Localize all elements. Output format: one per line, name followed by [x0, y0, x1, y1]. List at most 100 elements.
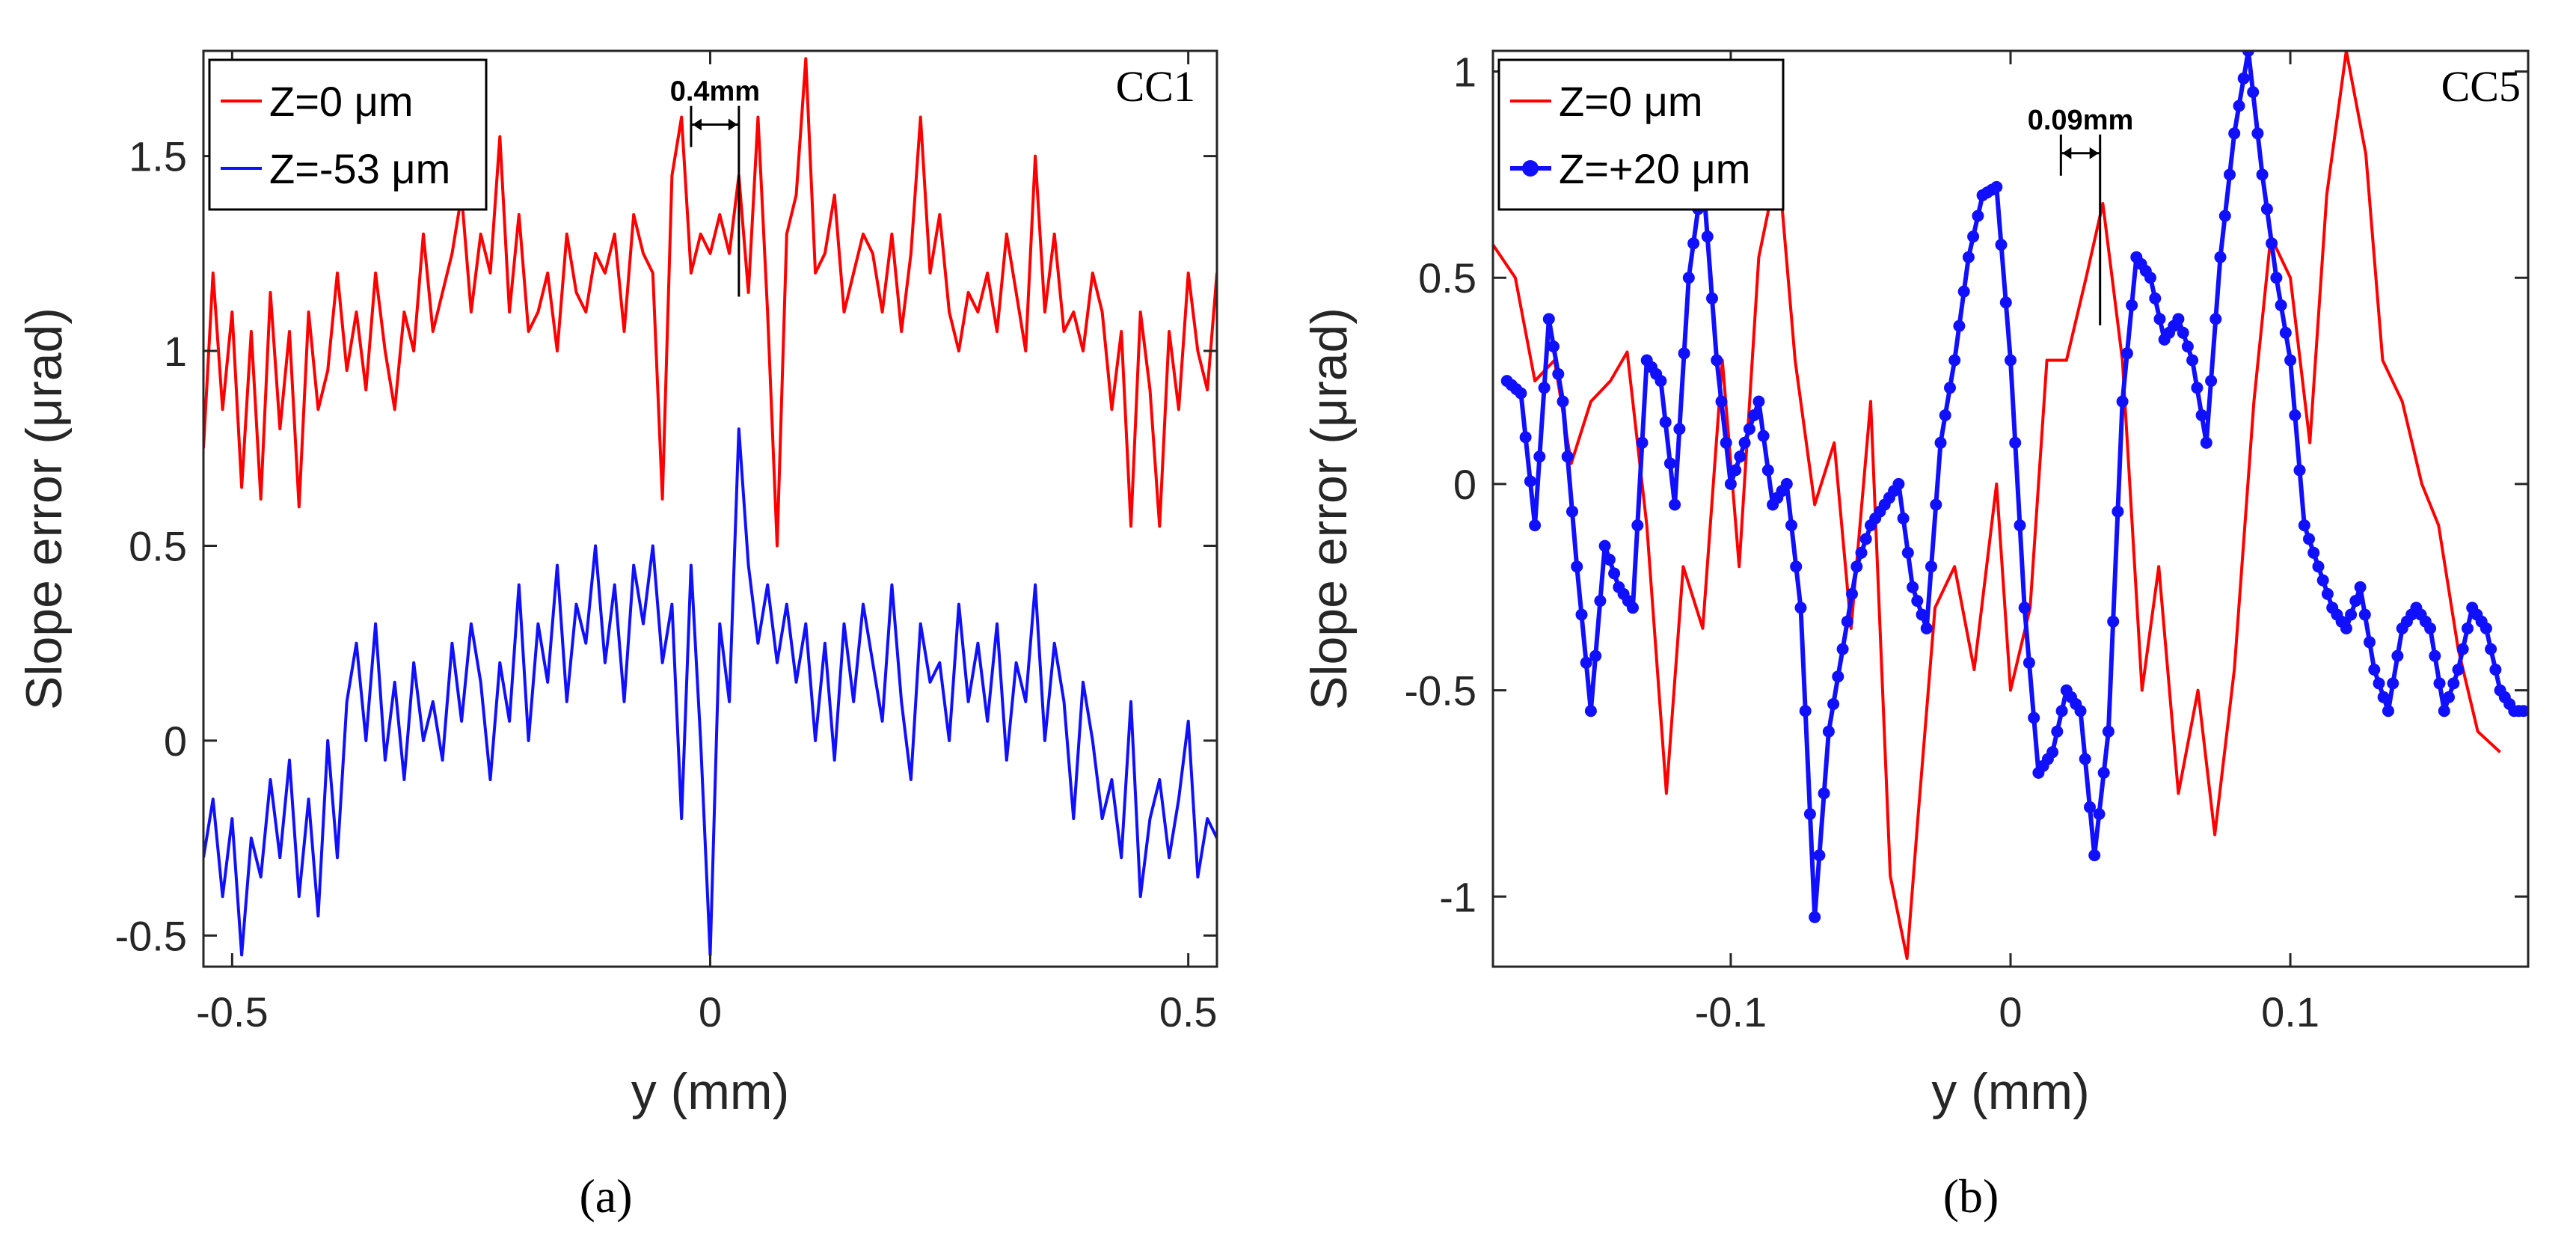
series-marker [1972, 209, 1984, 222]
series-marker [2266, 237, 2278, 250]
series-marker [1785, 519, 1797, 532]
chart-panel-b: -0.1 0 0.1 -1 -0.5 0 0.5 1 y (mm) Slope error (μr… [1301, 49, 2530, 1223]
series-marker [1799, 705, 1812, 718]
x-axis-label: y (mm) [1931, 1063, 2089, 1120]
y-tick-label: -0.5 [1405, 667, 1477, 715]
series-marker [2345, 608, 2358, 621]
series-marker [1827, 698, 1840, 710]
series-marker [1809, 911, 1821, 923]
series-marker [1939, 409, 1951, 421]
series-marker [2237, 72, 2250, 85]
series-marker [1701, 230, 1714, 243]
series-line [203, 427, 1217, 957]
series-marker [1743, 423, 1755, 435]
series-marker [2284, 354, 2297, 367]
series-marker [2228, 127, 2241, 140]
series-marker [2377, 691, 2390, 703]
series-marker [1659, 416, 1672, 429]
series-marker [2303, 533, 2315, 545]
legend-box [1497, 58, 1785, 211]
series-marker [2456, 643, 2469, 655]
series-marker [1627, 602, 1639, 614]
series-marker [1907, 581, 1919, 593]
series-marker [2205, 375, 2218, 388]
series-marker [1925, 560, 1937, 573]
series-marker [2391, 649, 2404, 662]
series-marker [1687, 237, 1700, 250]
series-marker [1734, 450, 1747, 463]
series-marker [1818, 787, 1830, 800]
y-tick-label: 0 [1453, 461, 1476, 508]
series-marker [2373, 677, 2385, 690]
series-marker [1892, 477, 1905, 490]
series-marker [2233, 100, 2245, 112]
series-marker [2120, 347, 2133, 360]
series-marker [1944, 382, 1956, 394]
series-marker [1515, 387, 1527, 400]
series-marker [2387, 677, 2399, 690]
series-marker [2382, 705, 2394, 718]
series-marker [1706, 292, 1718, 305]
series-a-1 [203, 427, 1217, 957]
series-marker [2112, 505, 2124, 518]
chart-panel-a: -0.5 0 0.5 -0.5 0 0.5 1 1.5 y (mm) Slope error (μ… [16, 49, 1218, 1223]
series-marker [1920, 622, 1933, 634]
series-marker [2443, 691, 2455, 703]
series-marker [1990, 180, 2003, 193]
series-marker [1850, 560, 1863, 573]
series-marker [2340, 622, 2352, 634]
series-marker [1571, 560, 1583, 573]
series-marker [1948, 354, 1961, 367]
x-axis-label: y (mm) [631, 1063, 789, 1120]
series-marker [1720, 436, 1732, 449]
series-marker [1673, 423, 1686, 435]
series-marker [1529, 519, 1542, 532]
series-marker [1711, 354, 1723, 367]
legend-label: Z=-53 μm [269, 145, 450, 192]
series-marker [2200, 436, 2212, 449]
legend-label: Z=+20 μm [1559, 145, 1750, 192]
series-marker [2256, 168, 2269, 181]
series-marker [1757, 429, 1770, 442]
series-marker [1803, 808, 1816, 820]
series-marker [1538, 382, 1551, 394]
series-marker [2214, 251, 2227, 263]
legend-marker [1522, 160, 1539, 177]
series-marker [1822, 725, 1835, 738]
y-tick-label: 0.5 [129, 522, 187, 569]
y-tick-label: 1 [164, 328, 187, 375]
series-marker [1729, 464, 1742, 477]
series-marker [2028, 712, 2040, 724]
series-line [1505, 51, 2528, 920]
annotation-arrowhead-right [728, 118, 737, 131]
series-marker [2312, 560, 2325, 573]
series-marker [2275, 299, 2287, 311]
series-marker [1603, 554, 1616, 566]
series-marker [2009, 436, 2022, 449]
series-marker [2018, 602, 2031, 614]
series-marker [1934, 436, 1947, 449]
series-marker [1594, 595, 1607, 608]
span-annotation: 0.4mm [670, 76, 760, 297]
series-marker [2224, 168, 2236, 181]
series-marker [2447, 677, 2460, 690]
series-marker [1552, 367, 1565, 380]
series-marker [2368, 664, 2381, 676]
x-tick-label: -0.1 [1695, 988, 1767, 1036]
series-marker [2452, 664, 2465, 676]
y-tick-label: 0.5 [1418, 254, 1476, 302]
series-marker [1953, 319, 1966, 332]
series-marker [1832, 670, 1844, 683]
series-marker [2480, 622, 2492, 634]
panel-tag: CC5 [2441, 62, 2521, 111]
series-marker [1519, 431, 1532, 444]
series-marker [1533, 450, 1546, 463]
series-b-0 [1493, 51, 2501, 960]
series-marker [1724, 477, 1737, 490]
series-marker [2433, 677, 2446, 690]
series-b-1 [1500, 51, 2528, 923]
panel-caption: (a) [579, 1169, 632, 1223]
series-marker [2251, 127, 2264, 140]
series-marker [2424, 622, 2437, 634]
